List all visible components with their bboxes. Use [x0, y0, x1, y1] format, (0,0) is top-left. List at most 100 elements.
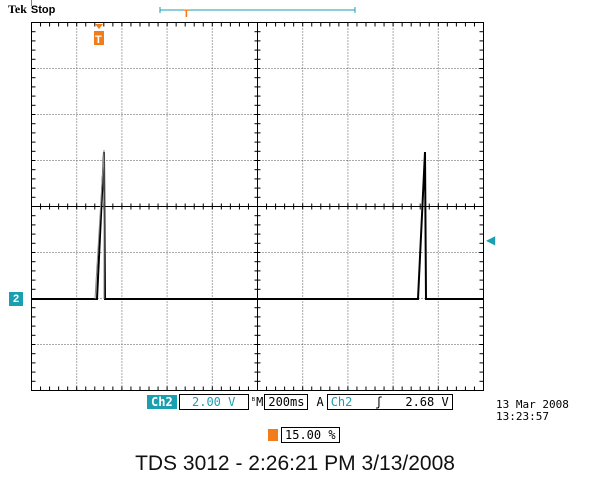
grid-dot [211, 385, 213, 387]
grid-dot [166, 55, 168, 57]
grid-dot [392, 58, 394, 60]
grid-dot [316, 344, 318, 345]
grid-dot [211, 187, 213, 189]
grid-dot [289, 344, 291, 345]
grid-dot [277, 160, 279, 161]
grid-dot [457, 68, 459, 69]
grid-dot [160, 252, 162, 253]
timebase-value[interactable]: 200ms [264, 394, 309, 410]
grid-dot [448, 344, 450, 345]
grid-dot [211, 217, 213, 219]
grid-dot [343, 344, 345, 345]
grid-dot [40, 252, 42, 253]
grid-dot [349, 160, 351, 161]
grid-dot [392, 214, 394, 216]
grid-dot [121, 97, 123, 99]
grid-dot [211, 235, 213, 237]
grid-dot [211, 256, 213, 258]
grid-dot [121, 82, 123, 84]
grid-dot [121, 319, 123, 321]
grid-dot [448, 68, 450, 69]
grid-dot [347, 160, 349, 162]
grid-dot [437, 325, 439, 327]
grid-dot [163, 114, 165, 115]
grid-dot [76, 88, 78, 90]
grid-dot [166, 280, 168, 282]
grid-dot [166, 28, 168, 30]
grid-dot [211, 316, 213, 318]
grid-dot [211, 268, 213, 270]
grid-dot [302, 259, 304, 261]
grid-dot [211, 328, 213, 330]
grid-dot [437, 340, 439, 342]
grid-dot [437, 169, 439, 171]
grid-dot [379, 68, 381, 69]
grid-dot [302, 73, 304, 75]
grid-dot [121, 114, 123, 115]
grid-dot [121, 142, 123, 144]
trigger-position-value[interactable]: 15.00 % [281, 427, 340, 443]
channel-badge[interactable]: Ch2 [147, 395, 177, 409]
grid-dot [121, 331, 123, 333]
grid-dot [121, 355, 123, 357]
grid-dot [302, 46, 304, 48]
grid-dot [302, 124, 304, 126]
grid-dot [103, 68, 105, 69]
grid-dot [76, 133, 78, 135]
grid-dot [211, 265, 213, 267]
grid-dot [427, 252, 429, 253]
grid-dot [211, 157, 213, 159]
grid-dot [67, 160, 69, 161]
trigger-settings[interactable]: Ch2 ʃ 2.68 V [326, 394, 453, 410]
grid-dot [392, 127, 394, 129]
grid-dot [166, 190, 168, 192]
grid-dot [466, 68, 468, 69]
grid-dot [121, 373, 123, 375]
grid-dot [118, 252, 120, 253]
grid-dot [302, 37, 304, 39]
grid-dot [302, 214, 304, 216]
grid-dot [302, 301, 304, 303]
grid-dot [302, 190, 304, 192]
grid-dot [211, 133, 213, 135]
grid-dot [211, 373, 213, 375]
grid-dot [475, 344, 477, 345]
grid-dot [76, 97, 78, 99]
grid-dot [302, 274, 304, 276]
grid-dot [421, 114, 423, 115]
grid-dot [121, 214, 123, 216]
volts-per-div[interactable]: 2.00 V [178, 394, 249, 410]
grid-dot [409, 114, 411, 115]
grid-dot [106, 114, 108, 115]
scope-display: T T [31, 0, 484, 391]
grid-dot [166, 220, 168, 222]
grid-dot [115, 344, 117, 345]
grid-dot [302, 100, 304, 102]
grid-dot [160, 114, 162, 115]
grid-dot [76, 76, 78, 78]
grid-dot [190, 252, 192, 253]
grid-dot [437, 379, 439, 381]
grid-dot [76, 367, 78, 369]
grid-dot [347, 133, 349, 135]
grid-dot [392, 307, 394, 309]
grid-dot [211, 76, 213, 78]
grid-dot [283, 252, 285, 253]
grid-dot [235, 68, 237, 69]
grid-dot [325, 160, 327, 161]
grid-dot [217, 114, 219, 115]
grid-dot [295, 68, 297, 69]
grid-dot [340, 252, 342, 253]
grid-dot [109, 114, 111, 115]
grid-dot [49, 68, 51, 69]
grid-dot [433, 160, 435, 161]
grid-dot [319, 160, 321, 161]
grid-dot [166, 85, 168, 87]
grid-dot [347, 148, 349, 150]
grid-dot [172, 68, 174, 69]
grid-dot [211, 376, 213, 378]
grid-dot [76, 106, 78, 108]
grid-dot [166, 175, 168, 177]
grid-dot [316, 68, 318, 69]
grid-dot [274, 344, 276, 345]
